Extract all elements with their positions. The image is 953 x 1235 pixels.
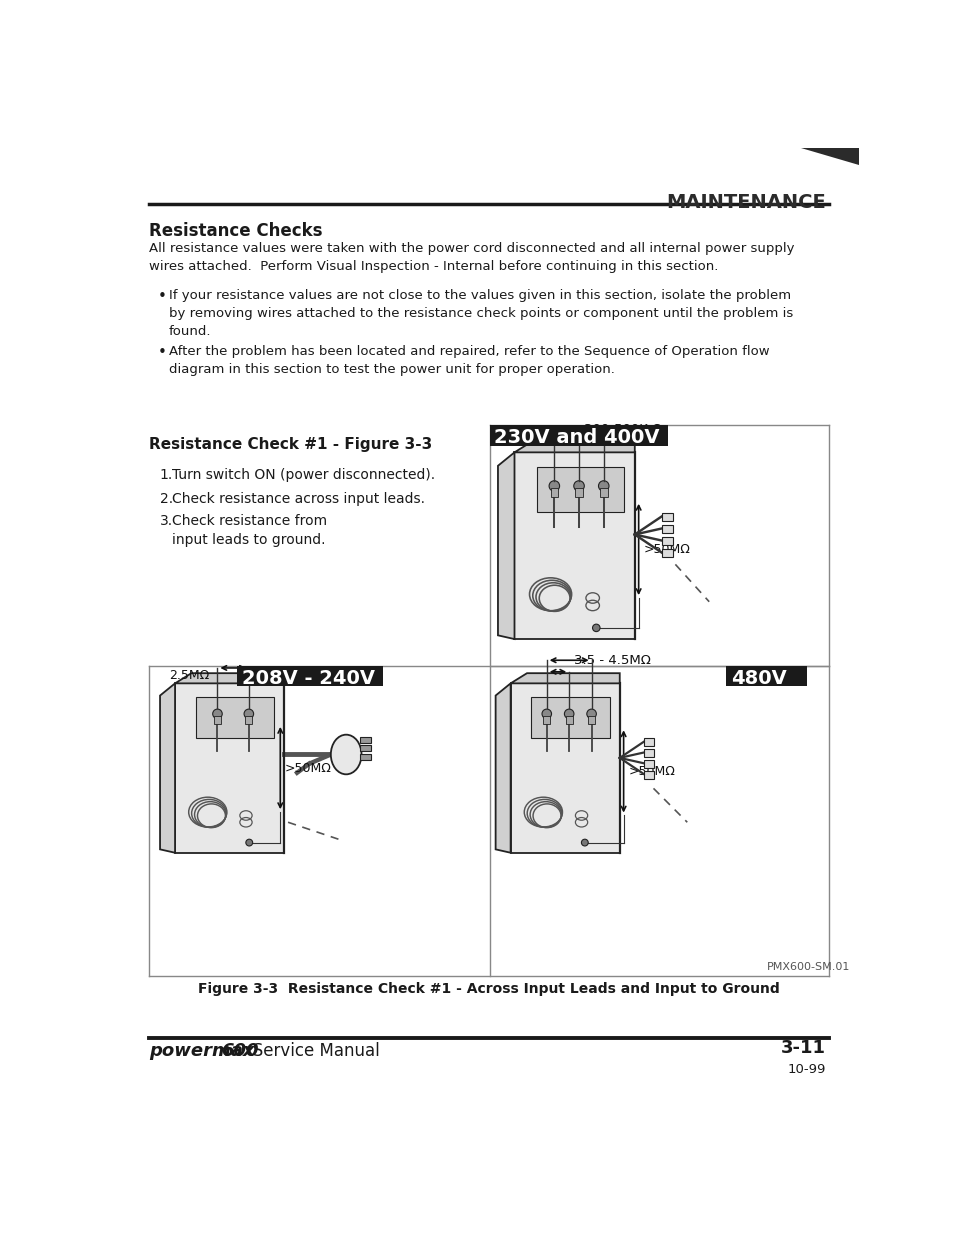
Text: 480V: 480V bbox=[730, 668, 785, 688]
Polygon shape bbox=[497, 452, 514, 638]
Bar bbox=[543, 716, 550, 724]
Bar bbox=[643, 750, 654, 757]
Text: Turn switch ON (power disconnected).: Turn switch ON (power disconnected). bbox=[172, 468, 435, 482]
Text: •: • bbox=[158, 345, 167, 359]
Circle shape bbox=[580, 840, 588, 846]
Bar bbox=[531, 697, 609, 737]
Circle shape bbox=[592, 624, 599, 631]
Text: 3.: 3. bbox=[159, 514, 172, 527]
Circle shape bbox=[246, 840, 253, 846]
Polygon shape bbox=[510, 673, 619, 683]
Text: Service Manual: Service Manual bbox=[236, 1041, 379, 1060]
Bar bbox=[174, 683, 284, 852]
Circle shape bbox=[598, 480, 608, 492]
Bar bbox=[359, 746, 371, 751]
Circle shape bbox=[213, 709, 222, 719]
Circle shape bbox=[586, 709, 596, 719]
Bar bbox=[661, 537, 672, 546]
Text: 2.5MΩ: 2.5MΩ bbox=[170, 669, 210, 682]
Text: Check resistance across input leads.: Check resistance across input leads. bbox=[172, 493, 424, 506]
Text: 300-500K Ω: 300-500K Ω bbox=[583, 422, 661, 436]
Polygon shape bbox=[160, 683, 174, 852]
Text: powermax: powermax bbox=[149, 1041, 253, 1060]
Text: >50MΩ: >50MΩ bbox=[628, 764, 675, 778]
Text: 3.5 - 4.5MΩ: 3.5 - 4.5MΩ bbox=[573, 653, 650, 667]
Bar bbox=[236, 666, 382, 687]
Text: PMX600-SM.01: PMX600-SM.01 bbox=[766, 962, 850, 972]
Circle shape bbox=[244, 709, 253, 719]
Text: MAINTENANCE: MAINTENANCE bbox=[665, 193, 825, 212]
Text: All resistance values were taken with the power cord disconnected and all intern: All resistance values were taken with th… bbox=[149, 242, 793, 273]
Text: 10-99: 10-99 bbox=[787, 1063, 825, 1077]
Bar bbox=[565, 716, 572, 724]
Text: After the problem has been located and repaired, refer to the Sequence of Operat: After the problem has been located and r… bbox=[169, 345, 769, 375]
Text: 230V and 400V: 230V and 400V bbox=[494, 429, 659, 447]
Bar bbox=[245, 716, 252, 724]
Bar bbox=[725, 666, 806, 687]
Polygon shape bbox=[801, 148, 858, 165]
Bar bbox=[661, 550, 672, 557]
Text: >50MΩ: >50MΩ bbox=[642, 543, 689, 556]
Text: Check resistance from
input leads to ground.: Check resistance from input leads to gro… bbox=[172, 514, 327, 547]
Circle shape bbox=[541, 709, 551, 719]
Text: 600: 600 bbox=[221, 1041, 259, 1060]
Text: 1.: 1. bbox=[159, 468, 172, 482]
Bar bbox=[599, 488, 607, 498]
Bar bbox=[575, 488, 582, 498]
Bar bbox=[195, 697, 274, 737]
Text: >50MΩ: >50MΩ bbox=[285, 762, 332, 774]
Bar bbox=[643, 739, 654, 746]
Bar bbox=[643, 761, 654, 768]
Bar bbox=[537, 467, 623, 513]
Text: Resistance Checks: Resistance Checks bbox=[149, 222, 322, 240]
Text: If your resistance values are not close to the values given in this section, iso: If your resistance values are not close … bbox=[169, 289, 792, 338]
Text: Figure 3-3  Resistance Check #1 - Across Input Leads and Input to Ground: Figure 3-3 Resistance Check #1 - Across … bbox=[198, 982, 779, 997]
Bar bbox=[661, 513, 672, 521]
Text: 208V - 240V: 208V - 240V bbox=[241, 668, 375, 688]
Bar bbox=[643, 772, 654, 778]
Text: 2.: 2. bbox=[159, 493, 172, 506]
Text: •: • bbox=[158, 289, 167, 304]
Circle shape bbox=[573, 480, 583, 492]
Bar bbox=[514, 452, 634, 638]
Bar bbox=[661, 525, 672, 534]
Text: Resistance Check #1 - Figure 3-3: Resistance Check #1 - Figure 3-3 bbox=[149, 437, 432, 452]
Circle shape bbox=[549, 480, 559, 492]
Bar bbox=[550, 488, 558, 498]
Bar bbox=[359, 737, 371, 743]
Bar bbox=[359, 753, 371, 760]
Circle shape bbox=[564, 709, 574, 719]
Polygon shape bbox=[514, 441, 634, 452]
Bar bbox=[489, 425, 667, 446]
Bar bbox=[213, 716, 221, 724]
Bar bbox=[510, 683, 619, 852]
Polygon shape bbox=[496, 683, 510, 852]
Polygon shape bbox=[174, 673, 284, 683]
Text: 3-11: 3-11 bbox=[781, 1039, 825, 1057]
Bar bbox=[588, 716, 595, 724]
Ellipse shape bbox=[331, 735, 361, 774]
